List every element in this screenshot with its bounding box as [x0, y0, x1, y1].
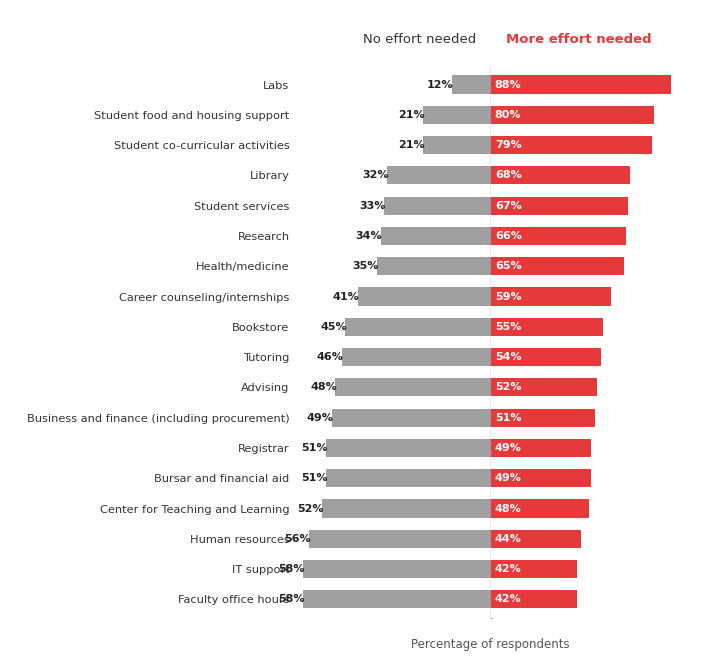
- Text: 68%: 68%: [495, 171, 522, 181]
- Bar: [491, 378, 597, 396]
- Bar: [491, 439, 591, 457]
- Text: 42%: 42%: [495, 594, 522, 604]
- Text: 52%: 52%: [495, 382, 521, 392]
- Text: 21%: 21%: [397, 110, 424, 120]
- Text: 58%: 58%: [278, 594, 304, 604]
- Bar: [491, 257, 623, 276]
- Bar: [378, 257, 491, 276]
- Bar: [342, 348, 491, 366]
- Bar: [303, 560, 491, 578]
- Bar: [491, 560, 577, 578]
- Text: 58%: 58%: [278, 564, 304, 574]
- Bar: [491, 469, 591, 487]
- Bar: [491, 106, 654, 124]
- Text: 88%: 88%: [495, 80, 522, 90]
- Bar: [335, 378, 491, 396]
- Text: More effort needed: More effort needed: [506, 33, 652, 46]
- Bar: [491, 499, 589, 518]
- Bar: [325, 439, 491, 457]
- Text: 44%: 44%: [495, 534, 522, 544]
- Bar: [345, 318, 491, 336]
- Text: 48%: 48%: [310, 382, 337, 392]
- Text: 56%: 56%: [285, 534, 311, 544]
- Text: 49%: 49%: [495, 473, 522, 483]
- Text: 66%: 66%: [495, 231, 522, 241]
- Bar: [491, 136, 652, 154]
- Text: 33%: 33%: [359, 201, 385, 210]
- Text: 41%: 41%: [333, 291, 359, 301]
- Text: 80%: 80%: [495, 110, 521, 120]
- Text: 51%: 51%: [301, 473, 328, 483]
- Text: 34%: 34%: [356, 231, 382, 241]
- Text: 59%: 59%: [495, 291, 522, 301]
- Bar: [491, 408, 595, 427]
- Bar: [384, 197, 491, 214]
- Bar: [423, 136, 491, 154]
- Text: 51%: 51%: [495, 412, 521, 423]
- Text: 65%: 65%: [495, 261, 522, 272]
- Text: 54%: 54%: [495, 352, 522, 362]
- Bar: [491, 166, 630, 185]
- Text: Percentage of respondents: Percentage of respondents: [412, 637, 570, 651]
- Bar: [491, 197, 628, 214]
- Text: 35%: 35%: [353, 261, 379, 272]
- Bar: [325, 469, 491, 487]
- Bar: [491, 348, 601, 366]
- Text: 21%: 21%: [397, 140, 424, 150]
- Bar: [491, 530, 580, 548]
- Text: 49%: 49%: [495, 443, 522, 453]
- Text: 51%: 51%: [301, 443, 328, 453]
- Bar: [491, 227, 626, 245]
- Bar: [491, 76, 671, 94]
- Bar: [381, 227, 491, 245]
- Bar: [491, 590, 577, 608]
- Bar: [452, 76, 491, 94]
- Text: 45%: 45%: [320, 322, 347, 332]
- Text: 42%: 42%: [495, 564, 522, 574]
- Bar: [358, 288, 491, 305]
- Text: 67%: 67%: [495, 201, 522, 210]
- Bar: [323, 499, 491, 518]
- Bar: [491, 318, 603, 336]
- Bar: [309, 530, 491, 548]
- Text: 32%: 32%: [362, 171, 389, 181]
- Bar: [332, 408, 491, 427]
- Text: 79%: 79%: [495, 140, 522, 150]
- Bar: [423, 106, 491, 124]
- Bar: [491, 288, 611, 305]
- Text: 12%: 12%: [427, 80, 453, 90]
- Text: 55%: 55%: [495, 322, 521, 332]
- Text: 49%: 49%: [307, 412, 334, 423]
- Text: 46%: 46%: [316, 352, 343, 362]
- Text: 48%: 48%: [495, 503, 522, 513]
- Text: No effort needed: No effort needed: [364, 33, 477, 46]
- Bar: [303, 590, 491, 608]
- Bar: [387, 166, 491, 185]
- Text: 52%: 52%: [297, 503, 324, 513]
